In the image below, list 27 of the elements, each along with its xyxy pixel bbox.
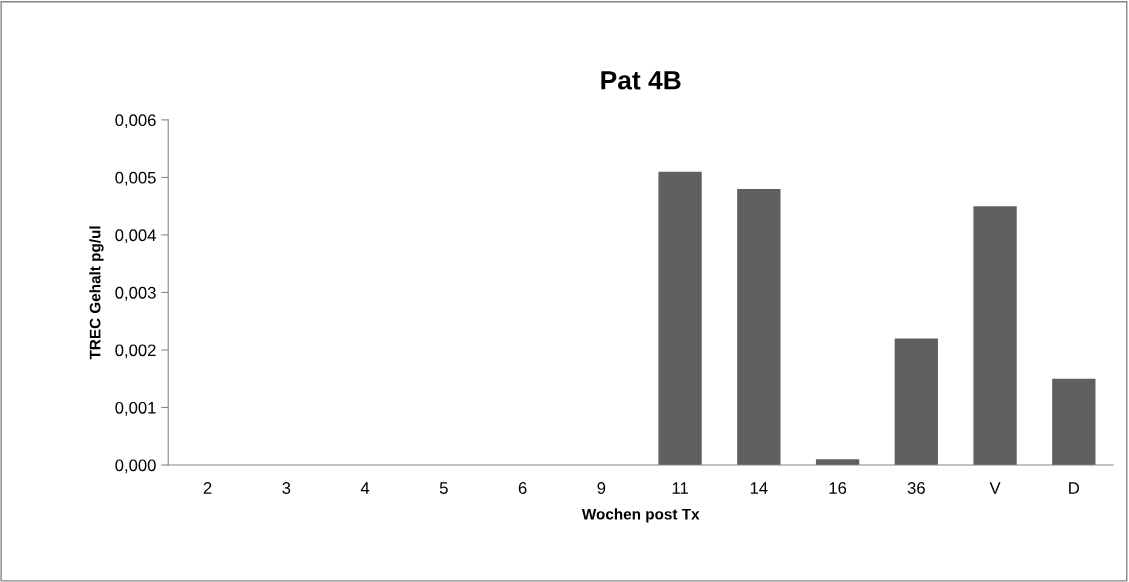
y-tick-label: 0,003 xyxy=(115,286,156,301)
y-tick-label: 0,002 xyxy=(115,344,156,359)
x-tick-label: 3 xyxy=(282,482,291,494)
bar xyxy=(973,206,1017,466)
x-tick-label: V xyxy=(989,482,1001,494)
x-tick-label: 9 xyxy=(597,482,606,494)
x-tick-label: 36 xyxy=(907,482,925,494)
bar xyxy=(1052,378,1096,466)
x-tick-label: 4 xyxy=(360,482,370,494)
y-tick-label: 0,004 xyxy=(115,229,156,244)
x-axis-title: Wochen post Tx xyxy=(581,508,700,523)
y-tick-label: 0,000 xyxy=(115,459,156,474)
y-tick-label: 0,005 xyxy=(115,171,156,186)
y-tick-label: 0,001 xyxy=(115,401,156,416)
x-tick-label: D xyxy=(1069,482,1080,494)
x-tick-label: 11 xyxy=(672,482,688,494)
y-axis-title: TREC Gehalt pg/ul xyxy=(89,226,104,360)
x-tick-label: 5 xyxy=(439,482,448,494)
bar xyxy=(737,188,781,466)
bar xyxy=(658,171,702,466)
chart-title: Pat 4B xyxy=(601,71,681,90)
x-tick-label: 6 xyxy=(518,482,527,494)
bar xyxy=(894,338,938,466)
x-tick-label: 16 xyxy=(829,482,847,494)
y-tick-label: 0,006 xyxy=(115,114,156,129)
x-tick-label: 14 xyxy=(750,482,768,494)
x-tick-label: 2 xyxy=(203,482,212,494)
